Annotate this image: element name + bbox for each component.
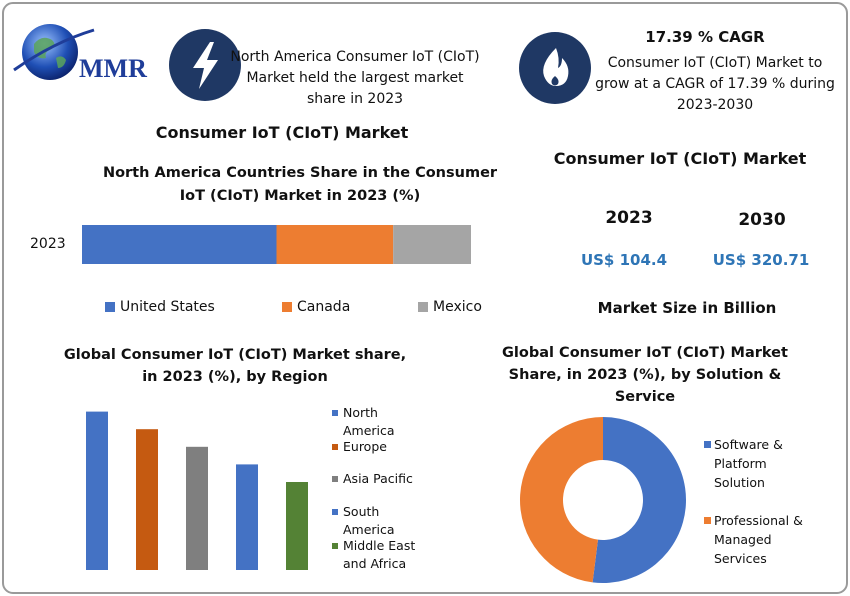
market-value: US$ 320.71 <box>712 251 810 269</box>
market-caption: Market Size in Billion <box>597 299 777 317</box>
legend-label: Professional & Managed Services <box>714 513 803 566</box>
legend-label: Middle East and Africa <box>343 538 416 571</box>
donut-slice <box>519 417 603 583</box>
legend-swatch <box>332 476 338 482</box>
legend-swatch <box>105 302 115 312</box>
legend-swatch <box>704 441 711 448</box>
header-note: North America Consumer IoT (CIoT) Market… <box>230 49 480 107</box>
legend-label: North America <box>343 405 395 438</box>
icon-lightning <box>169 29 241 101</box>
legend-label: Software & Platform Solution <box>714 437 783 490</box>
bar <box>136 429 158 570</box>
icon-flame <box>519 32 591 104</box>
legend-label: Mexico <box>433 299 482 315</box>
legend-swatch <box>282 302 292 312</box>
chart-title: Global Consumer IoT (CIoT) Market share,… <box>63 347 407 385</box>
legend-label: Canada <box>297 299 351 315</box>
legend-swatch <box>418 302 428 312</box>
legend-label: Europe <box>343 439 387 454</box>
bar <box>186 446 208 570</box>
bar <box>236 464 258 570</box>
cagr-title: 17.39 % CAGR <box>645 28 765 46</box>
market-value: US$ 104.4 <box>580 251 668 269</box>
legend-label: Asia Pacific <box>343 471 413 486</box>
chart-title: North America Countries Share in the Con… <box>102 165 498 204</box>
cagr-note: Consumer IoT (CIoT) Market to grow at a … <box>595 55 835 113</box>
chart-title: Global Consumer IoT (CIoT) Market Share,… <box>502 345 788 405</box>
legend-swatch <box>332 509 338 515</box>
logo-globe <box>13 24 95 80</box>
bar <box>86 411 108 570</box>
donut-slice <box>592 417 686 583</box>
bar <box>286 482 308 570</box>
legend-swatch <box>332 543 338 549</box>
section-title: Consumer IoT (CIoT) Market <box>155 123 409 142</box>
bar-segment <box>82 225 277 264</box>
year: 2030 <box>738 210 786 230</box>
legend-label: South America <box>343 504 395 537</box>
legend-label: United States <box>120 299 215 315</box>
legend-swatch <box>704 517 711 524</box>
year: 2023 <box>605 208 653 228</box>
y-tick-label: 2023 <box>30 236 66 252</box>
bar-segment <box>276 225 394 264</box>
legend-swatch <box>332 410 338 416</box>
bar-segment <box>393 225 471 264</box>
logo-text: MMR <box>79 54 147 83</box>
market-title: Consumer IoT (CIoT) Market <box>553 149 807 168</box>
legend-swatch <box>332 444 338 450</box>
